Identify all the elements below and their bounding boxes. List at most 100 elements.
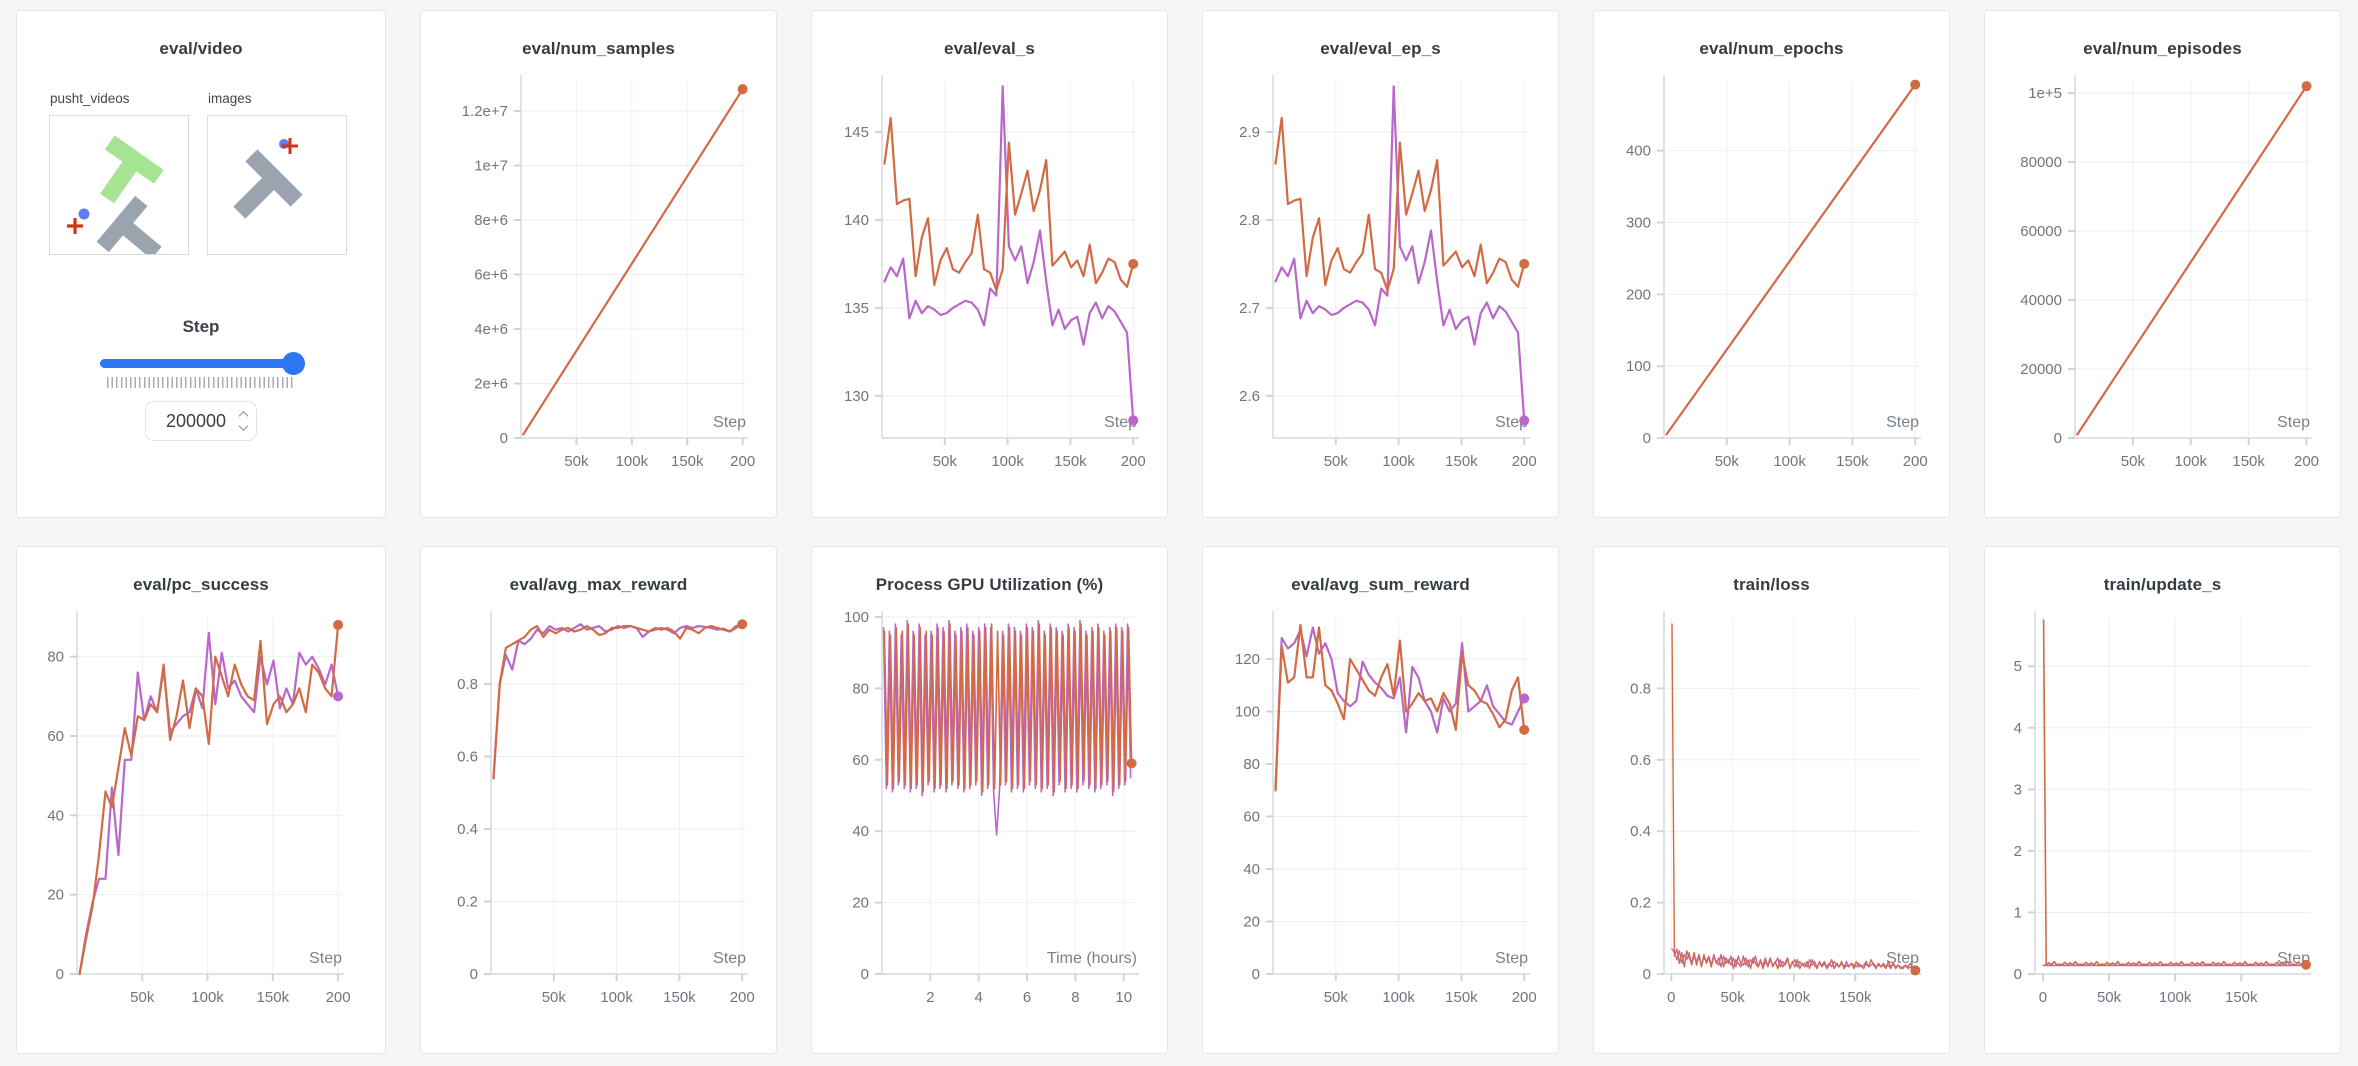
panel-eval-num-epochs: eval/num_epochs 0 100 200 300 400 50k 100k 150k… bbox=[1593, 10, 1950, 518]
svg-text:0: 0 bbox=[470, 966, 478, 983]
svg-text:100k: 100k bbox=[1382, 453, 1415, 470]
panel-eval-avg-sum-reward: eval/avg_sum_reward 0 20 40 60 80 100 120 50k 10… bbox=[1202, 546, 1559, 1054]
svg-text:50k: 50k bbox=[1715, 453, 1740, 470]
svg-text:150k: 150k bbox=[1445, 989, 1478, 1006]
svg-text:140: 140 bbox=[844, 212, 869, 229]
svg-text:1e+7: 1e+7 bbox=[474, 157, 508, 174]
svg-text:50k: 50k bbox=[1324, 453, 1349, 470]
step-spinner[interactable] bbox=[238, 411, 249, 431]
svg-text:0.4: 0.4 bbox=[1630, 823, 1651, 840]
svg-text:50k: 50k bbox=[2121, 453, 2146, 470]
svg-text:400: 400 bbox=[1626, 143, 1651, 160]
step-input-container bbox=[145, 401, 257, 441]
svg-text:20: 20 bbox=[852, 895, 869, 912]
svg-text:50k: 50k bbox=[1324, 989, 1349, 1006]
svg-text:100k: 100k bbox=[1382, 989, 1415, 1006]
svg-text:150k: 150k bbox=[257, 989, 290, 1006]
svg-text:0: 0 bbox=[1667, 989, 1675, 1006]
step-slider[interactable] bbox=[100, 351, 305, 375]
svg-text:40: 40 bbox=[47, 807, 64, 824]
images-env-render bbox=[233, 138, 303, 219]
svg-text:0.2: 0.2 bbox=[1630, 895, 1651, 912]
svg-text:0.8: 0.8 bbox=[1630, 680, 1651, 697]
svg-text:50k: 50k bbox=[130, 989, 155, 1006]
svg-text:80000: 80000 bbox=[2020, 154, 2062, 171]
svg-text:20: 20 bbox=[47, 887, 64, 904]
svg-text:150k: 150k bbox=[671, 453, 704, 470]
svg-text:150k: 150k bbox=[1445, 453, 1478, 470]
svg-text:2: 2 bbox=[2014, 843, 2022, 860]
chart-title: train/loss bbox=[1733, 575, 1810, 594]
svg-text:200: 200 bbox=[1512, 453, 1537, 470]
svg-text:120: 120 bbox=[1235, 651, 1260, 668]
panel-eval-num-episodes: eval/num_episodes 0 20000 40000 60000 80000 1… bbox=[1984, 10, 2341, 518]
svg-text:20: 20 bbox=[1243, 914, 1260, 931]
chart-canvas[interactable]: 0 0.2 0.4 0.6 0.8 0 50k 100k 150k Step bbox=[1594, 601, 1949, 1039]
svg-text:8e+6: 8e+6 bbox=[474, 212, 508, 229]
step-value-input[interactable] bbox=[146, 402, 256, 440]
panel-eval-video: eval/video pusht_videos bbox=[16, 10, 386, 518]
svg-text:300: 300 bbox=[1626, 215, 1651, 232]
svg-text:135: 135 bbox=[844, 300, 869, 317]
chart-canvas[interactable]: 0 20000 40000 60000 80000 1e+5 50k 100k 150k 200 S… bbox=[1985, 65, 2340, 503]
svg-text:0.2: 0.2 bbox=[457, 894, 478, 911]
svg-text:100k: 100k bbox=[991, 453, 1024, 470]
svg-text:150k: 150k bbox=[2232, 453, 2265, 470]
svg-text:150k: 150k bbox=[1836, 453, 1869, 470]
chart-canvas[interactable]: 0 20 40 60 80 50k 100k 150k 200 Step bbox=[17, 601, 372, 1039]
svg-text:0: 0 bbox=[2014, 966, 2022, 983]
svg-text:Step: Step bbox=[1495, 950, 1528, 967]
svg-text:Time (hours): Time (hours) bbox=[1047, 950, 1137, 967]
chart-canvas[interactable]: 0 20 40 60 80 100 2 4 6 8 10 Time (hours) bbox=[812, 601, 1167, 1039]
svg-text:100k: 100k bbox=[191, 989, 224, 1006]
svg-text:5: 5 bbox=[2014, 658, 2022, 675]
step-slider-handle[interactable] bbox=[282, 352, 305, 375]
svg-text:80: 80 bbox=[1243, 756, 1260, 773]
svg-text:200: 200 bbox=[1903, 453, 1928, 470]
spinner-down-icon[interactable] bbox=[238, 421, 249, 431]
svg-text:60: 60 bbox=[47, 728, 64, 745]
svg-text:2.7: 2.7 bbox=[1239, 300, 1260, 317]
chart-title: eval/num_samples bbox=[522, 39, 675, 58]
chart-canvas[interactable]: 0 0.2 0.4 0.6 0.8 50k 100k 150k 200 Step bbox=[421, 601, 776, 1039]
svg-text:150k: 150k bbox=[663, 989, 696, 1006]
chart-title: eval/eval_s bbox=[944, 39, 1035, 58]
svg-text:0: 0 bbox=[1643, 966, 1651, 983]
svg-text:10: 10 bbox=[1115, 989, 1132, 1006]
svg-text:200: 200 bbox=[730, 989, 755, 1006]
svg-text:200: 200 bbox=[1626, 286, 1651, 303]
svg-text:100k: 100k bbox=[2159, 989, 2192, 1006]
pusht-video-thumbnail[interactable] bbox=[49, 115, 189, 260]
step-slider-track[interactable] bbox=[100, 359, 302, 368]
svg-text:60000: 60000 bbox=[2020, 223, 2062, 240]
svg-text:40: 40 bbox=[1243, 861, 1260, 878]
svg-text:50k: 50k bbox=[933, 453, 958, 470]
svg-text:0: 0 bbox=[1252, 966, 1260, 983]
svg-text:0: 0 bbox=[500, 430, 508, 447]
svg-text:1.2e+7: 1.2e+7 bbox=[462, 103, 508, 120]
svg-text:100k: 100k bbox=[1778, 989, 1811, 1006]
images-column: images bbox=[207, 91, 348, 255]
chart-title: Process GPU Utilization (%) bbox=[875, 575, 1104, 594]
chart-canvas[interactable]: 0 100 200 300 400 50k 100k 150k 200 Step bbox=[1594, 65, 1949, 503]
svg-text:0.4: 0.4 bbox=[457, 821, 478, 838]
svg-text:150k: 150k bbox=[1839, 989, 1872, 1006]
svg-text:40: 40 bbox=[852, 823, 869, 840]
svg-text:8: 8 bbox=[1071, 989, 1079, 1006]
chart-canvas[interactable]: 0 20 40 60 80 100 120 50k 100k 150k 200 Step bbox=[1203, 601, 1558, 1039]
images-thumbnail[interactable] bbox=[207, 115, 347, 255]
spinner-up-icon[interactable] bbox=[238, 411, 249, 421]
media-thumbnails: pusht_videos bbox=[49, 91, 385, 260]
svg-text:0: 0 bbox=[861, 966, 869, 983]
svg-text:60: 60 bbox=[1243, 809, 1260, 826]
chart-canvas[interactable]: 0 2e+6 4e+6 6e+6 8e+6 1e+7 1.2e+7 50k 100k 150k 20… bbox=[421, 65, 776, 503]
chart-title: eval/num_episodes bbox=[2083, 39, 2242, 58]
svg-text:100k: 100k bbox=[616, 453, 649, 470]
svg-text:100k: 100k bbox=[1773, 453, 1806, 470]
svg-text:80: 80 bbox=[47, 649, 64, 666]
svg-text:4: 4 bbox=[2014, 720, 2022, 737]
